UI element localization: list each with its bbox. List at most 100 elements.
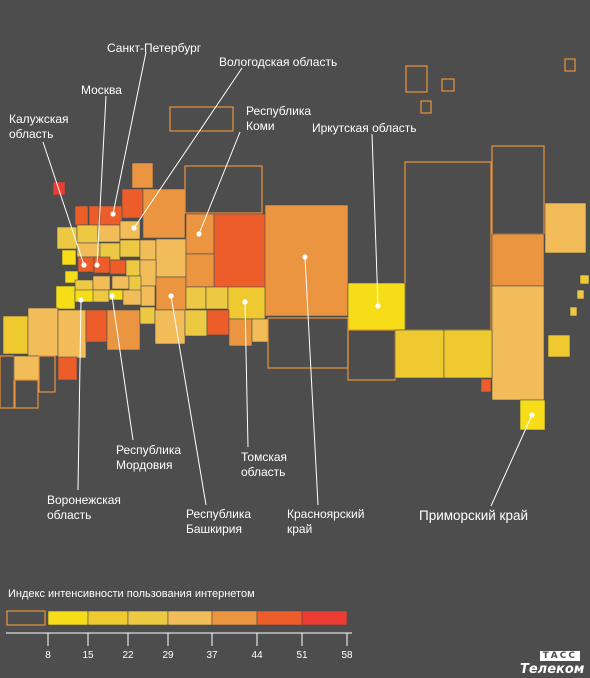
leader-tomsk-oblast-dot	[242, 299, 248, 305]
leader-kaluga-oblast-dot	[81, 262, 87, 268]
region-tile	[579, 274, 590, 285]
leader-krasnoyarsk-krai	[304, 256, 319, 506]
legend-swatch-5	[211, 610, 258, 626]
leader-vologda-oblast-dot	[131, 225, 137, 231]
leader-saint-petersburg	[112, 51, 147, 215]
legend-color-scale: 8 15 22 29 37 44 51 58	[6, 610, 353, 661]
region-tile	[185, 286, 207, 310]
region-tile	[228, 318, 253, 347]
region-tile	[139, 306, 156, 325]
region-tile	[184, 309, 208, 337]
region-tile	[92, 289, 110, 303]
label-krasnoyarsk-krai: Красноярский край	[287, 507, 365, 536]
region-tile	[121, 188, 144, 219]
region-tile	[205, 286, 229, 310]
region-tile	[185, 253, 215, 288]
leader-mordovia-republic	[111, 295, 134, 441]
region-tile	[56, 226, 78, 250]
region-tile	[139, 239, 157, 261]
region-tile	[155, 238, 187, 278]
region-tile	[57, 309, 87, 359]
legend-swatch-7	[301, 610, 348, 626]
region-tile	[480, 378, 492, 393]
region-tile	[119, 220, 141, 240]
region-tile	[119, 239, 141, 258]
region-tile	[547, 334, 571, 358]
legend-tick-label: 22	[122, 650, 134, 661]
legend-tick-label: 44	[251, 650, 263, 661]
leader-mordovia-republic-dot	[109, 293, 115, 299]
leader-saint-petersburg-dot	[110, 211, 116, 217]
region-tile	[38, 355, 56, 393]
region-tile	[74, 205, 89, 226]
region-tile	[0, 355, 15, 409]
legend-tick-label: 15	[82, 650, 94, 661]
region-tile	[13, 355, 40, 381]
legend-tick-label: 8	[45, 650, 51, 661]
leader-krasnoyarsk-krai-dot	[302, 254, 308, 260]
region-tile	[57, 356, 78, 381]
region-tile	[128, 275, 142, 292]
leader-kaluga-oblast	[42, 141, 85, 266]
label-mordovia-republic: Республика Мордовия	[116, 443, 182, 472]
legend-title: Индекс интенсивности пользования интерне…	[8, 588, 255, 600]
region-tile	[97, 224, 121, 243]
region-tile	[2, 315, 29, 355]
label-moscow: Москва	[81, 83, 122, 97]
region-tile	[394, 329, 445, 379]
region-tile	[169, 106, 234, 132]
leader-vologda-oblast	[133, 67, 243, 229]
region-tile	[55, 285, 76, 310]
region-tile	[154, 309, 186, 345]
leader-irkutsk-oblast	[371, 133, 379, 307]
leader-moscow	[96, 95, 107, 266]
region-tile	[27, 307, 59, 357]
region-tile	[405, 65, 428, 93]
leader-bashkiria-republic-dot	[168, 293, 174, 299]
region-tile	[264, 204, 349, 317]
leader-primorsky-krai-dot	[529, 412, 535, 418]
legend-swatch-1	[47, 610, 89, 626]
label-primorsky-krai: Приморский край	[419, 508, 529, 523]
region-tile	[109, 259, 127, 275]
region-tile	[491, 145, 545, 235]
label-komi-republic: Республика Коми	[246, 104, 312, 133]
label-voronezh-oblast: Воронежская область	[47, 493, 121, 522]
region-tile	[569, 306, 578, 317]
region-tile	[491, 285, 545, 401]
leader-komi-republic	[198, 131, 241, 235]
label-tomsk-oblast: Томская область	[241, 450, 288, 479]
region-tile	[443, 329, 493, 379]
leader-voronezh-oblast-dot	[78, 297, 84, 303]
leader-voronezh-oblast	[77, 299, 82, 491]
legend-tick-label: 29	[162, 650, 174, 661]
region-tile	[92, 275, 111, 291]
region-tile	[564, 58, 576, 72]
label-vologda-oblast: Вологодская область	[219, 55, 338, 69]
leader-moscow-dot	[94, 262, 100, 268]
region-tile	[131, 162, 154, 189]
label-leader-lines	[42, 51, 535, 507]
region-tile	[491, 233, 545, 287]
leader-irkutsk-oblast-dot	[375, 303, 381, 309]
label-irkutsk-oblast: Иркутская область	[312, 121, 417, 135]
label-bashkiria-republic: Республика Башкирия	[186, 507, 252, 536]
region-tile	[76, 224, 99, 244]
legend-swatch-6	[256, 610, 303, 626]
region-tile	[139, 259, 157, 287]
region-tile	[347, 329, 396, 381]
region-tile	[267, 317, 349, 369]
leader-tomsk-oblast	[244, 301, 249, 448]
label-saint-petersburg: Санкт-Петербург	[107, 41, 202, 55]
legend-tick-label: 51	[296, 650, 308, 661]
leader-komi-republic-dot	[196, 231, 202, 237]
region-tile	[14, 379, 39, 409]
region-tile	[88, 205, 100, 226]
region-tile	[125, 259, 141, 277]
region-tile	[213, 213, 267, 289]
region-tile	[106, 309, 141, 351]
region-tile	[111, 275, 130, 290]
region-tiles	[0, 58, 590, 431]
logo-line-1: ТАСС	[539, 651, 580, 661]
